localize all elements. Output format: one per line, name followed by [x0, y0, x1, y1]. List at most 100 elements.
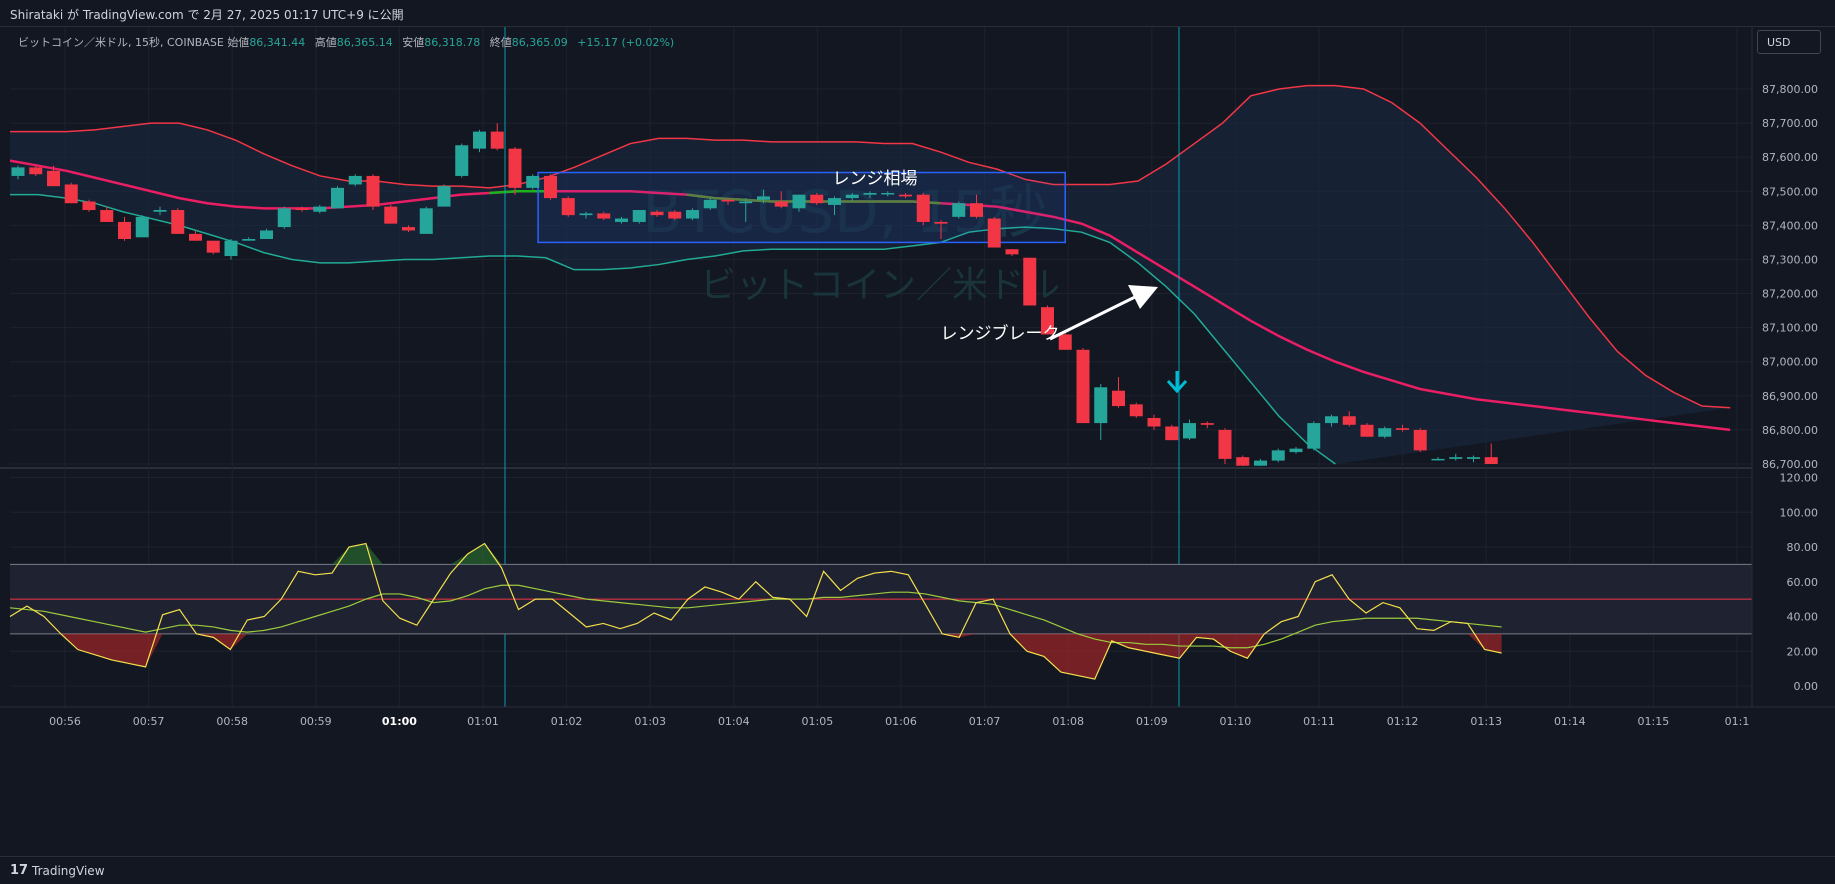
rsi-tick-label: 0.00 [1794, 680, 1819, 693]
rsi-line [9, 542, 1502, 680]
candle-body [206, 240, 220, 253]
candle-body [916, 194, 930, 222]
tradingview-logo-icon: 17 [10, 863, 29, 878]
candle-body [1254, 460, 1267, 466]
time-tick-label: 01:13 [1470, 715, 1502, 728]
candle-body [757, 196, 770, 200]
rsi-ma-line [9, 584, 1502, 649]
candle-body [384, 206, 398, 224]
candle-body [686, 210, 699, 219]
candle-body [1165, 426, 1179, 441]
candle-body [295, 208, 309, 211]
breakout-arrow-icon [1049, 295, 1136, 341]
candle-body [189, 233, 202, 241]
candle-body [1058, 334, 1072, 350]
currency-button[interactable]: USD [1757, 30, 1821, 54]
time-tick-label: 01:15 [1638, 715, 1670, 728]
price-tick-label: 87,400.00 [1762, 219, 1818, 232]
candle-body [845, 194, 859, 199]
rsi-tick-label: 60.00 [1787, 576, 1819, 589]
rsi-oversold-fill [1010, 633, 1265, 680]
candle-body [1413, 429, 1427, 451]
price-tick-label: 87,100.00 [1762, 322, 1818, 335]
candle-body [437, 186, 451, 207]
candle-body [455, 145, 469, 176]
candle-body [1183, 423, 1196, 439]
bollinger-band-fill [10, 85, 1731, 464]
symbol-name: ビットコイン／米ドル, 15秒, COINBASE [18, 36, 224, 49]
time-tick-label: 01:14 [1554, 715, 1586, 728]
time-tick-label: 01:09 [1136, 715, 1168, 728]
candle-body [277, 208, 291, 228]
candle-body [1325, 416, 1338, 424]
candle-body [970, 203, 983, 217]
time-tick-label: 00:56 [49, 715, 81, 728]
candle-body [260, 230, 273, 239]
candle-body [47, 170, 60, 187]
low-value: 86,318.78 [424, 36, 481, 49]
candle-body [615, 218, 628, 222]
candle-body [774, 201, 788, 207]
candle-body [1449, 457, 1463, 459]
open-label: 始値 [227, 36, 250, 49]
candle-body [952, 203, 966, 217]
time-tick-label: 01:12 [1387, 715, 1419, 728]
breakout-arrowhead-icon [1128, 285, 1158, 309]
candle-body [1271, 450, 1285, 461]
candle-body [792, 194, 806, 209]
chart-area[interactable]: BTCUSD, 15秒ビットコイン／米ドルレンジ相場レンジブレーク86,700.… [0, 27, 1835, 856]
chart-svg[interactable]: BTCUSD, 15秒ビットコイン／米ドルレンジ相場レンジブレーク86,700.… [0, 27, 1835, 856]
candle-body [1431, 458, 1445, 461]
candle-body [721, 199, 735, 202]
candle-body [987, 218, 1001, 248]
price-tick-label: 86,700.00 [1762, 458, 1818, 471]
candle-body [810, 194, 824, 204]
candle-body [703, 199, 717, 209]
candle-body [1236, 457, 1250, 466]
candle-body [1005, 249, 1019, 255]
candle-body [1360, 424, 1374, 437]
candle-body [1094, 387, 1108, 424]
price-tick-label: 87,600.00 [1762, 151, 1818, 164]
candle-body [1467, 457, 1480, 459]
candle-body [1289, 448, 1303, 453]
price-tick-label: 87,200.00 [1762, 288, 1818, 301]
time-tick-label: 01:07 [969, 715, 1001, 728]
time-tick-label: 00:58 [216, 715, 248, 728]
time-tick-label: 00:59 [300, 715, 332, 728]
candle-body [64, 184, 78, 204]
candle-body [1147, 417, 1161, 427]
candle-body [366, 175, 380, 207]
breakout-label: レンジブレーク [941, 323, 1060, 344]
candle-body [82, 201, 96, 211]
time-tick-label: 00:57 [133, 715, 165, 728]
high-label: 高値 [314, 36, 337, 49]
candle-body [490, 131, 504, 149]
time-tick-label: 01:06 [885, 715, 917, 728]
time-tick-label: 01:01 [467, 715, 499, 728]
footer: 17 TradingView [0, 856, 1835, 884]
time-tick-label: 01:1 [1725, 715, 1750, 728]
time-tick-label: 01:04 [718, 715, 750, 728]
high-value: 86,365.14 [336, 36, 393, 49]
candle-body [597, 213, 611, 219]
candle-body [526, 175, 540, 188]
candle-body [650, 211, 664, 216]
price-tick-label: 87,700.00 [1762, 117, 1818, 130]
candle-body [331, 187, 344, 209]
candle-body [242, 239, 256, 241]
price-tick-label: 87,500.00 [1762, 185, 1818, 198]
candle-body [881, 192, 895, 195]
rsi-tick-label: 120.00 [1780, 472, 1819, 485]
close-value: 86,365.09 [511, 36, 568, 49]
publish-line: Shirataki が TradingView.com で 2月 27, 202… [10, 8, 404, 22]
time-tick-label: 01:11 [1303, 715, 1335, 728]
candle-body [579, 213, 593, 216]
candle-body [313, 206, 327, 212]
rsi-oversold-fill [60, 633, 163, 667]
rsi-oversold-fill [942, 633, 977, 638]
candle-body [668, 211, 682, 219]
candle-body [561, 198, 575, 216]
time-tick-label: 01:00 [382, 715, 417, 728]
time-tick-label: 01:02 [551, 715, 583, 728]
